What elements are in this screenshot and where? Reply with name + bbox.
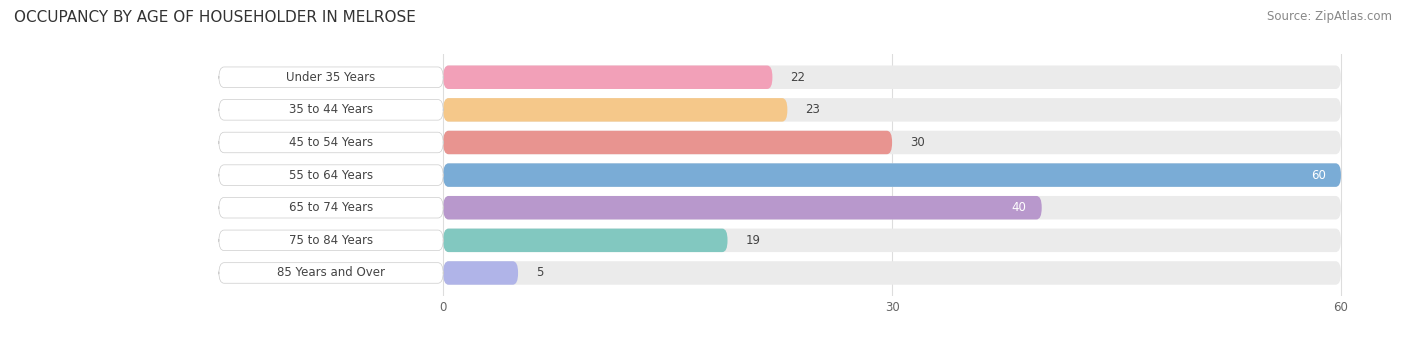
Text: 40: 40 bbox=[1012, 201, 1026, 214]
FancyBboxPatch shape bbox=[443, 131, 891, 154]
FancyBboxPatch shape bbox=[443, 163, 1341, 187]
Text: 5: 5 bbox=[536, 267, 543, 279]
Text: 55 to 64 Years: 55 to 64 Years bbox=[290, 169, 373, 182]
FancyBboxPatch shape bbox=[219, 263, 443, 283]
FancyBboxPatch shape bbox=[443, 261, 1341, 285]
Text: 45 to 54 Years: 45 to 54 Years bbox=[290, 136, 373, 149]
FancyBboxPatch shape bbox=[219, 67, 443, 87]
Text: 30: 30 bbox=[910, 136, 925, 149]
FancyBboxPatch shape bbox=[443, 228, 1341, 252]
FancyBboxPatch shape bbox=[443, 196, 1341, 219]
FancyBboxPatch shape bbox=[219, 198, 443, 218]
Text: OCCUPANCY BY AGE OF HOUSEHOLDER IN MELROSE: OCCUPANCY BY AGE OF HOUSEHOLDER IN MELRO… bbox=[14, 10, 416, 25]
Text: 65 to 74 Years: 65 to 74 Years bbox=[288, 201, 373, 214]
Text: 19: 19 bbox=[745, 234, 761, 247]
Text: 60: 60 bbox=[1310, 169, 1326, 182]
FancyBboxPatch shape bbox=[443, 261, 517, 285]
FancyBboxPatch shape bbox=[443, 66, 1341, 89]
Text: Source: ZipAtlas.com: Source: ZipAtlas.com bbox=[1267, 10, 1392, 23]
FancyBboxPatch shape bbox=[443, 228, 727, 252]
FancyBboxPatch shape bbox=[219, 132, 443, 153]
FancyBboxPatch shape bbox=[219, 100, 443, 120]
FancyBboxPatch shape bbox=[443, 163, 1341, 187]
FancyBboxPatch shape bbox=[219, 165, 443, 185]
Text: 23: 23 bbox=[806, 103, 820, 116]
Text: Under 35 Years: Under 35 Years bbox=[287, 71, 375, 84]
FancyBboxPatch shape bbox=[443, 131, 1341, 154]
Text: 35 to 44 Years: 35 to 44 Years bbox=[290, 103, 373, 116]
FancyBboxPatch shape bbox=[443, 196, 1042, 219]
FancyBboxPatch shape bbox=[443, 66, 772, 89]
Text: 75 to 84 Years: 75 to 84 Years bbox=[290, 234, 373, 247]
FancyBboxPatch shape bbox=[443, 98, 1341, 122]
Text: 22: 22 bbox=[790, 71, 806, 84]
Text: 85 Years and Over: 85 Years and Over bbox=[277, 267, 385, 279]
FancyBboxPatch shape bbox=[219, 230, 443, 251]
FancyBboxPatch shape bbox=[443, 98, 787, 122]
